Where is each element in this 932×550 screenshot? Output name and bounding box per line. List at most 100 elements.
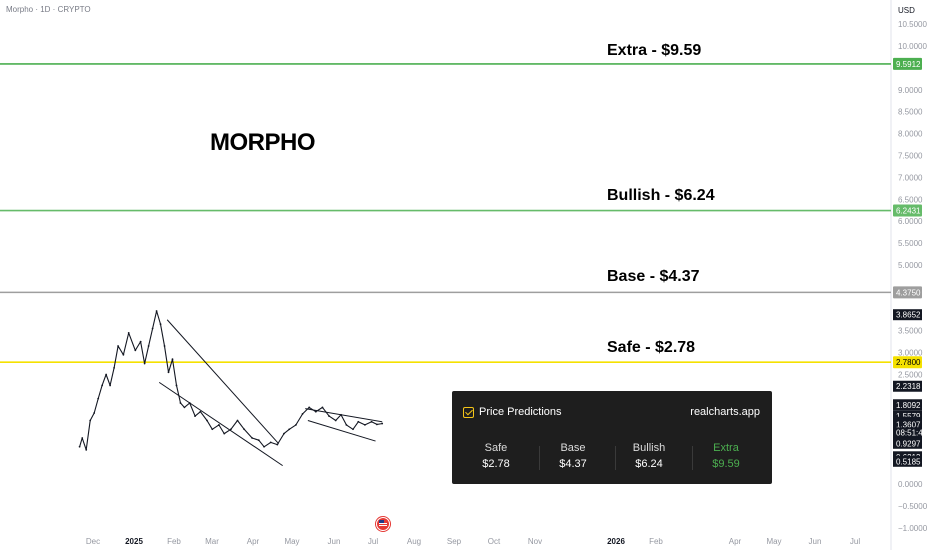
price-point — [218, 423, 220, 426]
x-tick-label: Feb — [167, 537, 181, 546]
price-point — [155, 310, 158, 312]
price-point — [308, 406, 311, 409]
price-point — [127, 331, 130, 334]
price-point — [206, 419, 208, 422]
price-predictions-panel: Price Predictions realcharts.app Safe $2… — [452, 391, 772, 484]
price-point — [143, 362, 146, 365]
y-tick-label: 10.0000 — [898, 42, 927, 51]
price-point — [243, 428, 246, 431]
price-point — [188, 402, 191, 404]
price-tag-bg — [893, 410, 922, 422]
price-point — [370, 420, 373, 423]
y-tick-label: −0.5000 — [898, 502, 928, 511]
x-tick-label: Jun — [328, 537, 341, 546]
y-tick-label: 7.5000 — [898, 152, 923, 161]
y-tick-label: 8.5000 — [898, 108, 923, 117]
price-point — [263, 445, 265, 448]
price-point — [381, 422, 384, 425]
price-point — [194, 415, 196, 418]
price-point — [352, 428, 354, 431]
y-tick-label: 3.0000 — [898, 349, 923, 358]
prediction-name: Extra — [713, 442, 739, 454]
x-tick-label: Mar — [205, 537, 219, 546]
x-tick-label: Jul — [368, 537, 378, 546]
x-tick-label: Oct — [488, 537, 501, 546]
prediction-name: Safe — [484, 442, 508, 454]
price-point — [163, 345, 166, 347]
x-tick-label: Nov — [528, 537, 542, 546]
y-tick-label: 5.5000 — [898, 239, 923, 248]
price-tag: 08:51:41 — [896, 429, 928, 438]
x-tick-label: Apr — [247, 537, 260, 546]
y-tick-label: 3.5000 — [898, 327, 923, 336]
price-point — [295, 423, 297, 426]
level-tag-bg — [893, 286, 922, 299]
price-point — [117, 345, 119, 347]
prediction-base: Base $4.37 — [537, 442, 609, 470]
level-tag: 6.2431 — [896, 207, 921, 216]
price-axis-tags: 9.5912 6.2431 4.3750 2.7800 3.8652 2.2318 1.80… — [893, 57, 928, 467]
price-point — [122, 353, 125, 356]
x-tick-label: Sep — [447, 537, 462, 546]
price-point — [334, 419, 337, 422]
price-point — [269, 441, 272, 444]
x-tick-label: Aug — [407, 537, 421, 546]
price-point — [89, 419, 92, 422]
level-label-bullish: Bullish - $6.24 — [607, 187, 715, 204]
currency-label[interactable]: USD — [898, 6, 915, 15]
checkbox-icon[interactable] — [463, 406, 474, 418]
level-tag-bg — [893, 57, 922, 70]
prediction-value: $6.24 — [635, 458, 663, 470]
prediction-name: Bullish — [632, 442, 666, 454]
level-tag-bg — [893, 356, 922, 369]
price-point — [199, 410, 202, 413]
prediction-levels — [0, 63, 891, 364]
trendline — [166, 319, 280, 445]
trendline — [158, 381, 283, 467]
price-point — [251, 437, 254, 439]
panel-divider — [692, 446, 693, 470]
panel-divider — [539, 446, 540, 470]
price-point — [113, 367, 115, 369]
price-point — [171, 358, 174, 361]
price-tag: 0.5185 — [896, 457, 921, 466]
price-tag-bg — [893, 418, 922, 430]
y-tick-label: 9.0000 — [898, 86, 923, 95]
y-tick-label: 7.0000 — [898, 173, 923, 182]
price-point — [179, 402, 182, 404]
price-point — [288, 428, 291, 431]
price-point — [257, 439, 260, 442]
prediction-safe: Safe $2.78 — [460, 442, 532, 470]
price-tag: 1.5579 — [896, 412, 921, 421]
price-series — [78, 310, 384, 451]
panel-site: realcharts.app — [690, 406, 760, 418]
y-tick-label: 6.0000 — [898, 217, 923, 226]
trendline — [307, 420, 376, 442]
level-label-base: Base - $4.37 — [607, 268, 700, 285]
prediction-extra: Extra $9.59 — [690, 442, 762, 470]
price-point — [229, 428, 232, 431]
price-tag-bg — [893, 309, 922, 321]
price-point — [328, 415, 330, 418]
us-flag-icon[interactable] — [376, 517, 390, 531]
level-tag-bg — [893, 204, 922, 217]
x-tick-label: Apr — [729, 537, 742, 546]
price-point — [211, 428, 214, 431]
price-point — [375, 423, 378, 426]
price-line — [79, 310, 383, 451]
level-label-safe: Safe - $2.78 — [607, 339, 696, 356]
price-point — [105, 373, 108, 376]
price-point — [301, 413, 304, 415]
price-point — [101, 384, 104, 387]
price-tag: 3.8652 — [896, 311, 921, 320]
price-tag-bg — [893, 427, 922, 439]
price-point — [283, 432, 285, 435]
prediction-value: $4.37 — [559, 458, 587, 470]
x-tick-label: Jun — [809, 537, 822, 546]
y-tick-label: −1.0000 — [898, 524, 928, 533]
price-point — [167, 371, 170, 374]
level-tag: 9.5912 — [896, 60, 921, 69]
y-tick-label: 5.0000 — [898, 261, 923, 270]
level-tag: 2.7800 — [896, 358, 921, 367]
price-point — [175, 384, 178, 387]
